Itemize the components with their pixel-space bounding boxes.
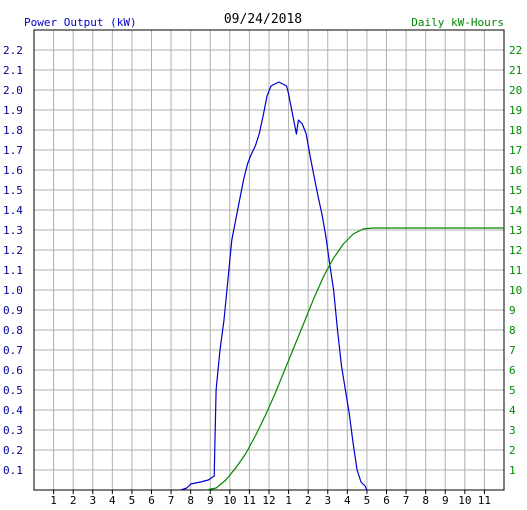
y-left-tick-label: 0.9 — [3, 304, 23, 317]
y-left-tick-label: 0.5 — [3, 384, 23, 397]
y-right-tick-label: 18 — [509, 124, 522, 137]
y-left-tick-label: 0.8 — [3, 324, 23, 337]
y-left-tick-label: 1.2 — [3, 244, 23, 257]
x-tick-label: 2 — [305, 494, 312, 507]
y-right-tick-label: 19 — [509, 104, 522, 117]
x-tick-label: 8 — [187, 494, 194, 507]
y-right-tick-label: 17 — [509, 144, 522, 157]
y-left-tick-label: 1.4 — [3, 204, 23, 217]
y-right-tick-label: 15 — [509, 184, 522, 197]
tick-labels: 1 2 3 4 5 6 7 8 9 10 11 12 1 2 3 4 5 6 7 8 9 10 110.1 10.2 20.3 3… — [3, 44, 523, 507]
y-right-tick-label: 10 — [509, 284, 522, 297]
y-left-tick-label: 1.0 — [3, 284, 23, 297]
y-right-tick-label: 1 — [509, 464, 516, 477]
x-tick-label: 11 — [243, 494, 256, 507]
x-tick-label: 3 — [324, 494, 331, 507]
x-tick-label: 2 — [70, 494, 77, 507]
y-right-tick-label: 11 — [509, 264, 522, 277]
x-tick-label: 11 — [478, 494, 491, 507]
y-left-tick-label: 1.8 — [3, 124, 23, 137]
chart-date: 09/24/2018 — [224, 12, 302, 27]
y-right-tick-label: 6 — [509, 364, 516, 377]
right-axis-title: Daily kW-Hours — [411, 16, 504, 29]
x-tick-label: 5 — [129, 494, 136, 507]
y-left-tick-label: 0.3 — [3, 424, 23, 437]
y-left-tick-label: 2.1 — [3, 64, 23, 77]
x-tick-label: 10 — [223, 494, 236, 507]
x-tick-label: 4 — [109, 494, 116, 507]
daily-kwh-line — [206, 227, 504, 491]
x-tick-label: 9 — [442, 494, 449, 507]
y-left-tick-label: 1.3 — [3, 224, 23, 237]
x-tick-label: 3 — [89, 494, 96, 507]
y-left-tick-label: 1.1 — [3, 264, 23, 277]
x-tick-label: 1 — [285, 494, 292, 507]
y-right-tick-label: 22 — [509, 44, 522, 57]
y-left-tick-label: 1.7 — [3, 144, 23, 157]
y-right-tick-label: 3 — [509, 424, 516, 437]
y-right-tick-label: 8 — [509, 324, 516, 337]
x-tick-label: 5 — [364, 494, 371, 507]
grid-lines — [34, 30, 504, 490]
y-left-tick-label: 2.2 — [3, 44, 23, 57]
y-left-tick-label: 0.4 — [3, 404, 23, 417]
series-lines — [180, 81, 504, 491]
y-right-tick-label: 5 — [509, 384, 516, 397]
x-tick-label: 7 — [168, 494, 175, 507]
y-left-tick-label: 1.9 — [3, 104, 23, 117]
y-right-tick-label: 20 — [509, 84, 522, 97]
y-right-tick-label: 12 — [509, 244, 522, 257]
x-tick-label: 1 — [50, 494, 57, 507]
y-left-tick-label: 0.2 — [3, 444, 23, 457]
x-tick-label: 6 — [148, 494, 155, 507]
y-right-tick-label: 9 — [509, 304, 516, 317]
left-axis-title: Power Output (kW) — [24, 16, 137, 29]
power-output-line — [180, 81, 368, 491]
y-right-tick-label: 13 — [509, 224, 522, 237]
x-tick-label: 12 — [262, 494, 275, 507]
y-right-tick-label: 16 — [509, 164, 522, 177]
y-left-tick-label: 0.7 — [3, 344, 23, 357]
x-tick-label: 10 — [458, 494, 471, 507]
x-tick-label: 9 — [207, 494, 214, 507]
x-tick-label: 4 — [344, 494, 351, 507]
y-right-tick-label: 2 — [509, 444, 516, 457]
x-tick-label: 6 — [383, 494, 390, 507]
y-left-tick-label: 1.6 — [3, 164, 23, 177]
y-right-tick-label: 21 — [509, 64, 522, 77]
y-left-tick-label: 0.1 — [3, 464, 23, 477]
y-right-tick-label: 4 — [509, 404, 516, 417]
y-right-tick-label: 7 — [509, 344, 516, 357]
y-left-tick-label: 2.0 — [3, 84, 23, 97]
y-left-tick-label: 1.5 — [3, 184, 23, 197]
x-tick-label: 8 — [422, 494, 429, 507]
y-right-tick-label: 14 — [509, 204, 523, 217]
y-left-tick-label: 0.6 — [3, 364, 23, 377]
x-tick-label: 7 — [403, 494, 410, 507]
